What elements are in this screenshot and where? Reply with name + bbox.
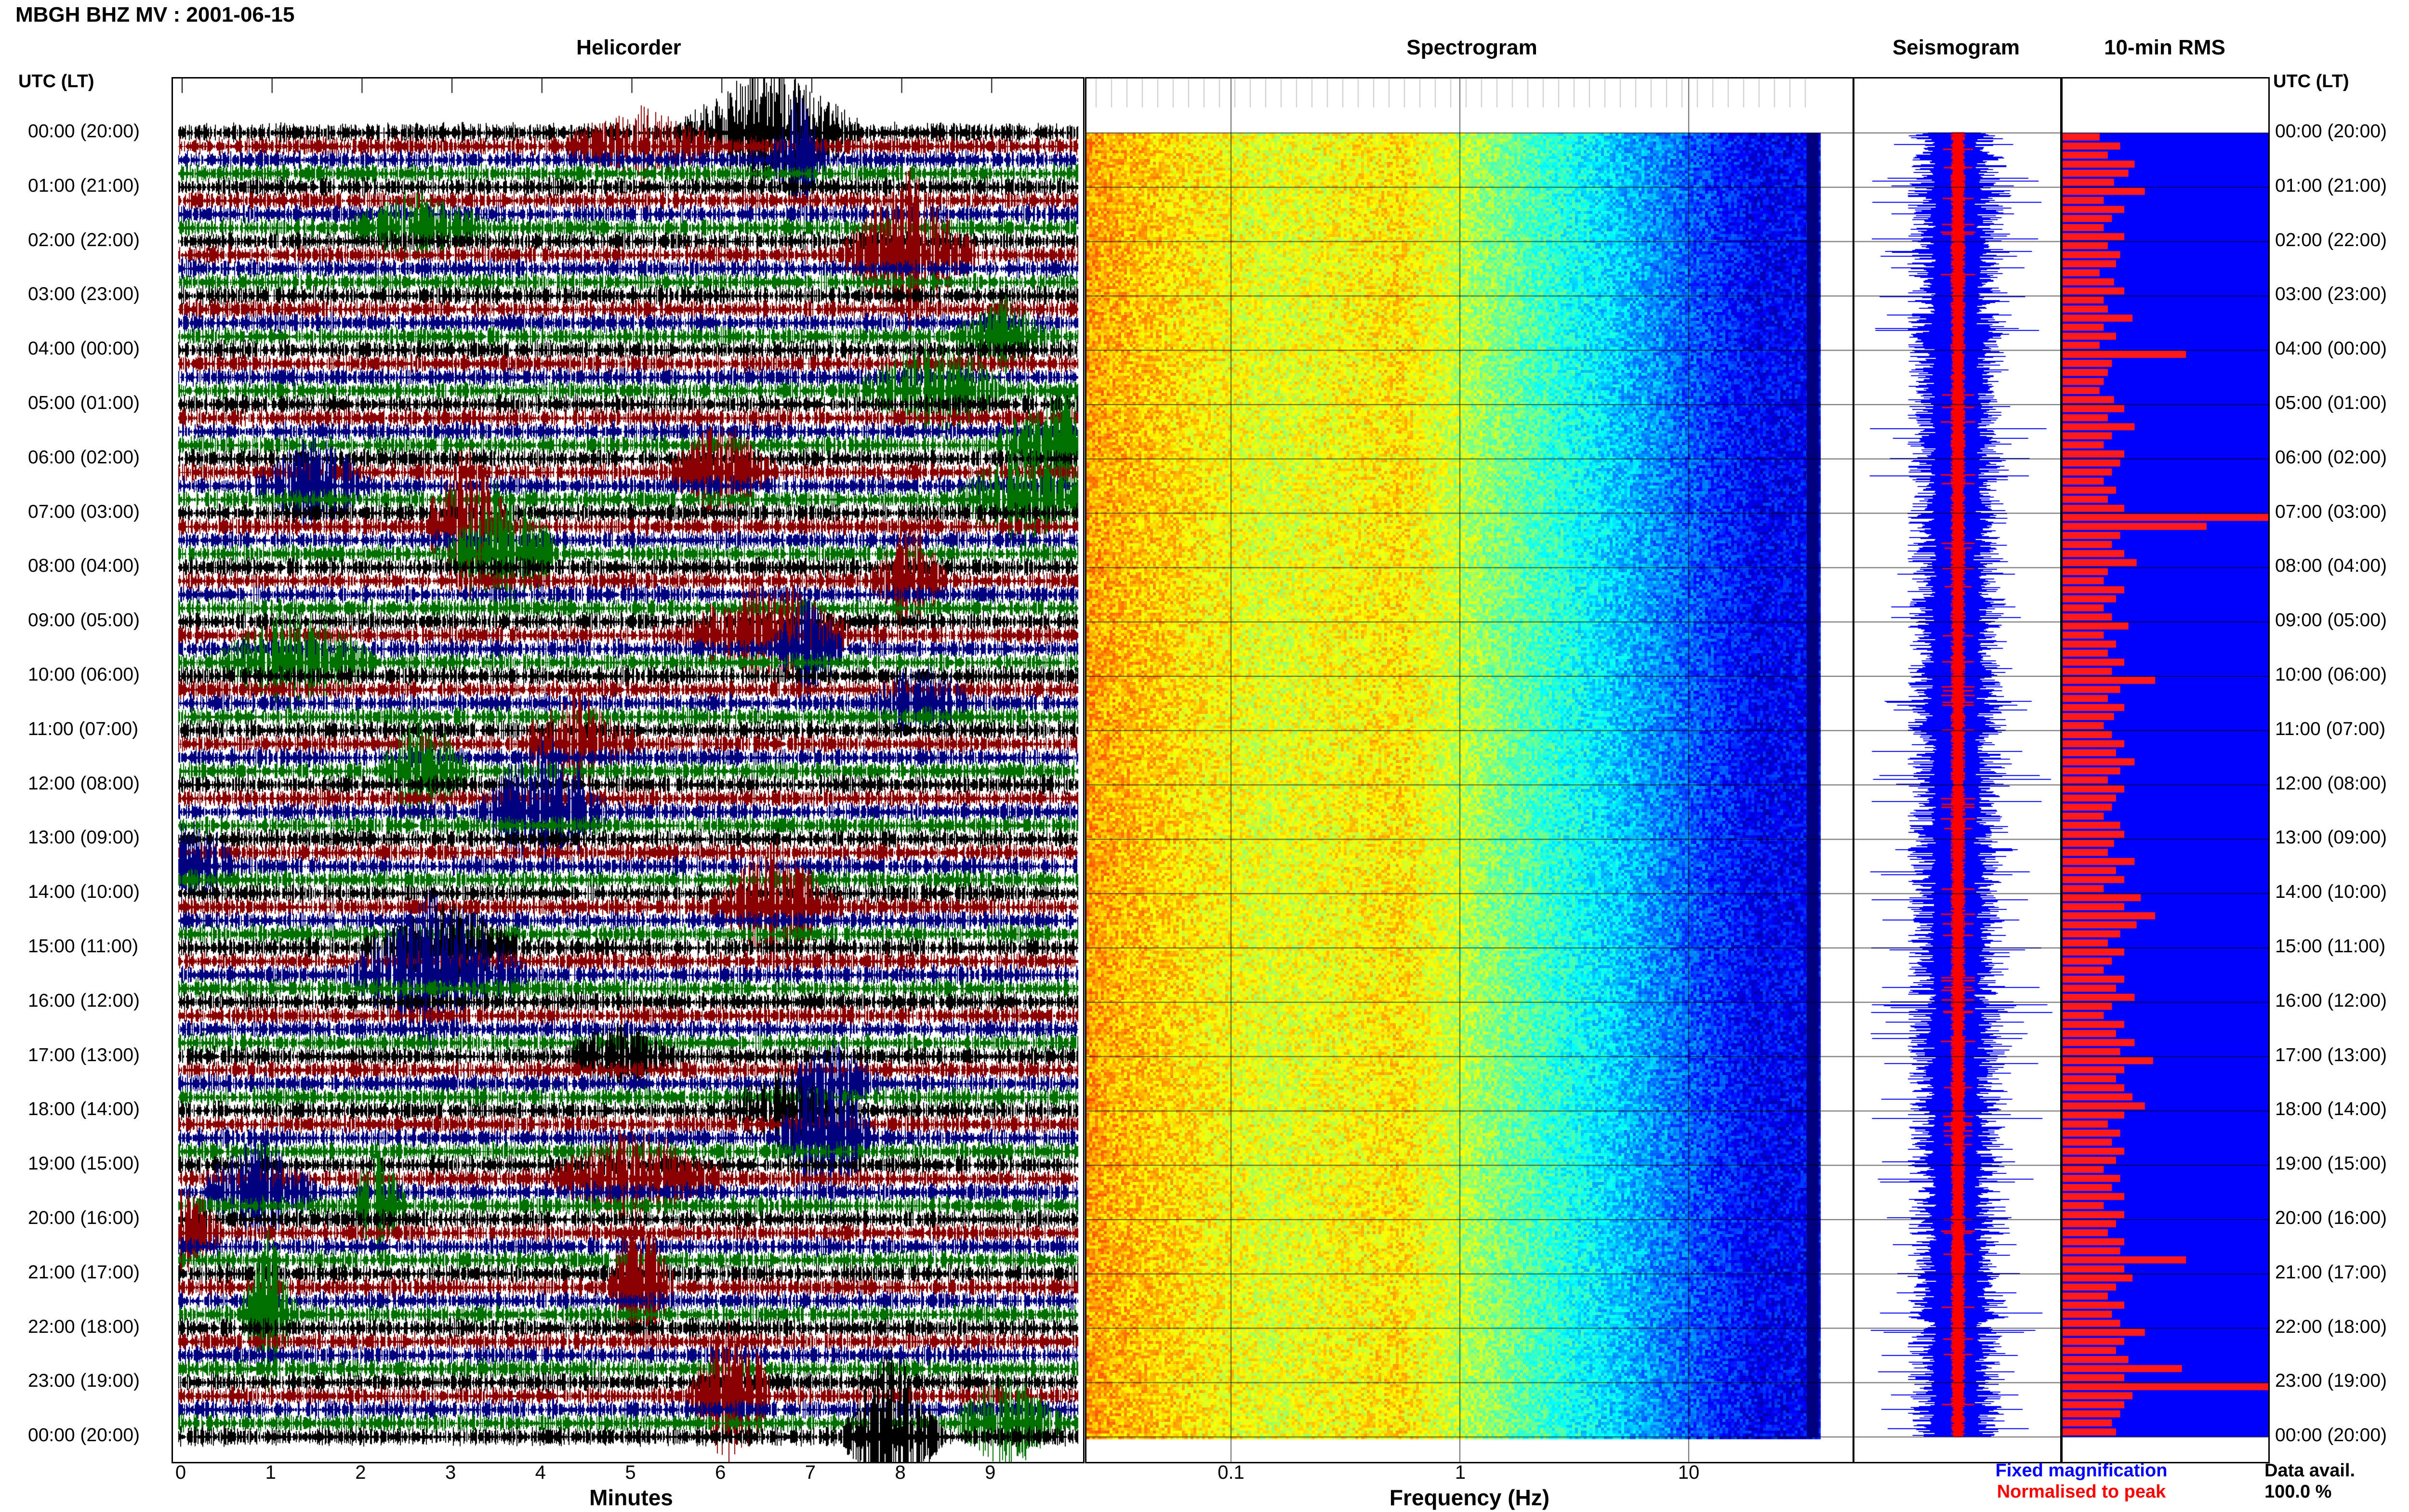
time-tick-left: 00:00 (20:00) [28, 121, 140, 142]
frequency-axis-label: Frequency (Hz) [1389, 1485, 1550, 1510]
time-tick-left: 22:00 (18:00) [28, 1316, 140, 1337]
time-tick-right: 09:00 (05:00) [2275, 610, 2387, 631]
time-tick-right: 23:00 (19:00) [2275, 1370, 2387, 1392]
seismogram-traces [1854, 79, 2060, 1462]
time-tick-left: 04:00 (00:00) [28, 338, 140, 359]
time-tick-right: 01:00 (21:00) [2275, 175, 2387, 196]
minute-tick: 2 [355, 1462, 366, 1483]
minute-tick: 4 [535, 1462, 546, 1483]
time-axis-label-left: UTC (LT) [18, 71, 94, 92]
time-tick-right: 04:00 (00:00) [2275, 338, 2387, 359]
time-tick-left: 20:00 (16:00) [28, 1208, 140, 1228]
spectrogram-panel [1085, 77, 1854, 1463]
time-tick-right: 12:00 (08:00) [2275, 773, 2387, 794]
rms-title: 10-min RMS [2104, 36, 2225, 59]
frequency-tick: 0.1 [1218, 1462, 1244, 1483]
time-tick-right: 15:00 (11:00) [2275, 936, 2386, 957]
page-title: MBGH BHZ MV : 2001-06-15 [15, 3, 295, 26]
time-tick-right: 06:00 (02:00) [2275, 447, 2387, 468]
minutes-axis-label: Minutes [589, 1485, 673, 1510]
time-tick-left: 14:00 (10:00) [28, 881, 140, 903]
time-tick-right: 11:00 (07:00) [2275, 718, 2386, 739]
minute-tick: 0 [175, 1462, 186, 1483]
time-tick-right: 21:00 (17:00) [2275, 1262, 2387, 1283]
time-tick-right: 07:00 (03:00) [2275, 501, 2387, 522]
helicorder-title: Helicorder [576, 36, 681, 59]
spectrogram-image [1086, 79, 1853, 1462]
time-tick-left: 13:00 (09:00) [28, 827, 140, 848]
time-tick-left: 07:00 (03:00) [28, 501, 140, 522]
time-tick-right: 00:00 (20:00) [2275, 121, 2387, 142]
time-tick-right: 08:00 (04:00) [2275, 555, 2387, 577]
helicorder-traces [173, 79, 1083, 1462]
time-tick-left: 23:00 (19:00) [28, 1370, 140, 1392]
seismogram-panel [1853, 77, 2062, 1463]
minute-tick: 6 [715, 1462, 726, 1483]
time-tick-right: 05:00 (01:00) [2275, 393, 2387, 413]
legend-fixed-magnification: Fixed magnification [1995, 1460, 2168, 1481]
helicorder-panel [172, 77, 1085, 1463]
time-tick-right: 17:00 (13:00) [2275, 1044, 2387, 1065]
time-tick-right: 03:00 (23:00) [2275, 284, 2387, 305]
minute-tick: 9 [985, 1462, 996, 1483]
data-availability-label: Data avail. [2264, 1460, 2355, 1481]
time-tick-left: 08:00 (04:00) [28, 555, 140, 577]
data-availability-value: 100.0 % [2264, 1482, 2332, 1502]
minute-tick: 1 [265, 1462, 276, 1483]
time-tick-right: 10:00 (06:00) [2275, 664, 2387, 685]
frequency-tick: 1 [1455, 1462, 1466, 1483]
time-tick-left: 16:00 (12:00) [28, 990, 140, 1011]
time-axis-label-right: UTC (LT) [2273, 71, 2349, 92]
time-tick-left: 15:00 (11:00) [28, 936, 139, 957]
time-tick-right: 13:00 (09:00) [2275, 827, 2387, 848]
time-tick-left: 00:00 (20:00) [28, 1425, 140, 1446]
time-tick-left: 18:00 (14:00) [28, 1099, 140, 1120]
time-tick-right: 14:00 (10:00) [2275, 881, 2387, 903]
minute-tick: 3 [445, 1462, 456, 1483]
time-tick-right: 18:00 (14:00) [2275, 1099, 2387, 1120]
spectrogram-title: Spectrogram [1406, 36, 1537, 59]
time-tick-right: 19:00 (15:00) [2275, 1153, 2387, 1174]
frequency-tick: 10 [1678, 1462, 1700, 1483]
time-tick-left: 03:00 (23:00) [28, 284, 140, 305]
legend-normalised-to-peak: Normalised to peak [1997, 1482, 2166, 1502]
rms-panel [2061, 77, 2270, 1463]
time-tick-left: 12:00 (08:00) [28, 773, 140, 794]
time-tick-left: 21:00 (17:00) [28, 1262, 140, 1283]
time-tick-right: 20:00 (16:00) [2275, 1208, 2387, 1228]
time-tick-right: 00:00 (20:00) [2275, 1425, 2387, 1446]
minute-tick: 8 [895, 1462, 906, 1483]
seismogram-title: Seismogram [1892, 36, 2020, 59]
time-tick-left: 06:00 (02:00) [28, 447, 140, 468]
time-tick-left: 05:00 (01:00) [28, 393, 140, 413]
time-tick-right: 02:00 (22:00) [2275, 229, 2387, 250]
time-tick-left: 11:00 (07:00) [28, 718, 139, 739]
time-tick-left: 19:00 (15:00) [28, 1153, 140, 1174]
rms-bars [2063, 79, 2268, 1462]
time-tick-left: 02:00 (22:00) [28, 229, 140, 250]
minute-tick: 7 [805, 1462, 816, 1483]
time-tick-right: 22:00 (18:00) [2275, 1316, 2387, 1337]
time-tick-right: 16:00 (12:00) [2275, 990, 2387, 1011]
time-tick-left: 09:00 (05:00) [28, 610, 140, 631]
minute-tick: 5 [625, 1462, 636, 1483]
time-tick-left: 01:00 (21:00) [28, 175, 140, 196]
time-tick-left: 17:00 (13:00) [28, 1044, 140, 1065]
time-tick-left: 10:00 (06:00) [28, 664, 140, 685]
